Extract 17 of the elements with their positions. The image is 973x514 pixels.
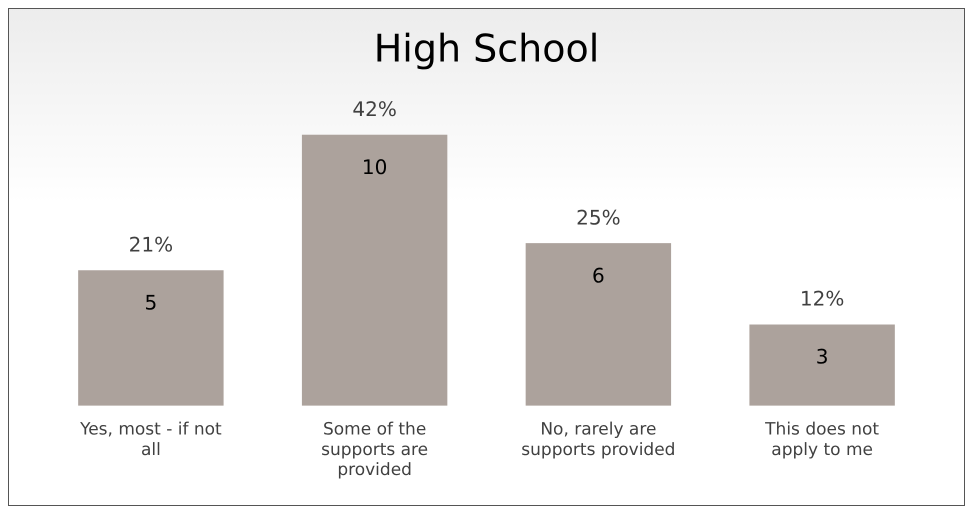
x-tick-label: Yes, most - if not all <box>79 419 222 460</box>
data-label: 6 <box>592 263 605 288</box>
bar <box>526 243 672 406</box>
bar <box>78 270 224 406</box>
annotation: 12% <box>800 286 844 311</box>
data-label: 5 <box>144 290 158 314</box>
data-label: 10 <box>362 154 388 179</box>
annotation: 21% <box>128 232 174 256</box>
bar <box>749 324 895 406</box>
x-tick-label: Some of the supports are provided <box>321 419 428 480</box>
chart-title: High School <box>374 26 600 71</box>
x-tick-label: No, rarely are supports provided <box>521 419 676 460</box>
annotation: 25% <box>576 205 621 230</box>
annotation: 42% <box>352 96 397 121</box>
data-label: 3 <box>816 344 828 369</box>
bar <box>302 134 448 406</box>
x-tick-label: This does not apply to me <box>764 419 880 460</box>
